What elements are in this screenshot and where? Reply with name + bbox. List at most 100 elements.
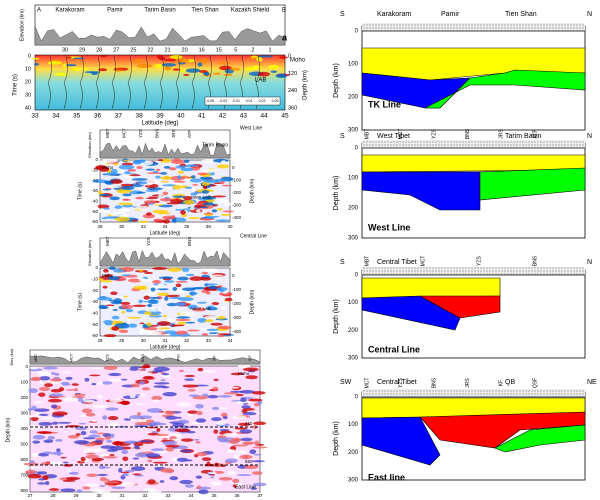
seismic-blob: [190, 292, 198, 295]
seismic-blob: [166, 469, 175, 474]
seismic-blob: [171, 218, 177, 223]
seismic-blob: [204, 319, 214, 323]
seismic-blob: [97, 204, 110, 209]
label: 300: [348, 128, 359, 134]
seismic-blob: [228, 439, 240, 444]
label: 34: [227, 338, 233, 343]
label: 410: [245, 421, 253, 426]
seismic-blob: [62, 461, 69, 464]
label: 36: [234, 493, 240, 498]
seismic-blob: [210, 322, 223, 326]
label: -300: [232, 315, 242, 320]
topography: [34, 26, 286, 46]
seismic-blob: [77, 397, 83, 402]
seismic-blob: [195, 403, 204, 409]
label: S: [340, 133, 345, 140]
label: BNS: [140, 354, 145, 363]
seismic-blob: [107, 305, 115, 311]
seismic-blob: [197, 172, 208, 176]
seismic-blob: [139, 329, 154, 334]
label: 28: [96, 47, 102, 53]
label: Tarim Basin: [202, 142, 228, 148]
seismic-blob: [180, 167, 194, 172]
label: 500: [20, 442, 28, 447]
seismic-blob: [50, 378, 63, 382]
seismic-blob: [164, 444, 180, 448]
seismic-blob: [190, 192, 198, 196]
seismic-blob: [107, 416, 119, 421]
label: JRS: [171, 129, 176, 138]
label: 300: [20, 411, 28, 416]
seismic-blob: [185, 273, 195, 277]
label: a: [282, 32, 288, 42]
seismic-blob: [218, 477, 233, 481]
seismic-blob: [134, 444, 140, 450]
seismic-blob: [209, 189, 215, 192]
seismic-blob: [199, 206, 209, 209]
seismic-blob: [156, 427, 161, 432]
lithosphere-block: [361, 277, 501, 299]
label: KF: [499, 380, 505, 386]
seismic-blob: [132, 160, 142, 165]
seismic-blob: [40, 417, 54, 420]
label: 45: [281, 113, 289, 120]
seismic-blob: [193, 438, 200, 441]
seismic-blob: [122, 193, 132, 197]
seismic-blob: [139, 415, 153, 419]
seismic-blob: [138, 269, 144, 272]
seismic-blob: [110, 291, 118, 296]
seismic-blob: [197, 367, 204, 372]
label: Moho: [102, 165, 114, 170]
seismic-blob: [139, 322, 145, 325]
label: 100: [348, 62, 359, 68]
seismic-blob: [207, 394, 219, 399]
seismic-blob: [52, 421, 59, 425]
seismic-blob: [162, 215, 176, 220]
seismic-blob: [145, 419, 154, 423]
seismic-blob: [66, 56, 72, 59]
seismic-blob: [146, 322, 152, 327]
seismic-blob: [54, 72, 68, 77]
seismic-blob: [71, 383, 79, 386]
seismic-blob: [139, 393, 147, 397]
seismic-blob: [179, 449, 193, 453]
seismic-blob: [78, 414, 87, 418]
seismic-blob: [76, 489, 83, 493]
seismic-blob: [48, 488, 60, 491]
seismic-blob: [62, 479, 76, 482]
seismic-blob: [132, 457, 140, 460]
seismic-blob: [157, 321, 171, 326]
seismic-blob: [130, 466, 146, 471]
seismic-blob: [252, 424, 258, 430]
seismic-blob: [218, 394, 232, 398]
label: 5: [234, 47, 237, 53]
label: 33: [206, 338, 212, 343]
seismic-blob: [155, 289, 161, 293]
seismic-blob: [212, 406, 220, 411]
seismic-blob: [132, 60, 141, 64]
seismic-blob: [176, 402, 192, 407]
seismic-blob: [164, 280, 175, 283]
label: Depth (km): [303, 70, 309, 100]
seismic-blob: [152, 170, 159, 173]
seismic-blob: [35, 370, 49, 373]
seismic-blob: [230, 372, 244, 376]
seismic-blob: [105, 172, 118, 176]
seismic-blob: [196, 485, 201, 490]
lithosphere-block: [419, 295, 501, 319]
seismic-blob: [177, 276, 189, 281]
label: Central Line: [240, 233, 267, 239]
seismic-blob: [225, 458, 238, 464]
seismic-blob: [89, 448, 104, 453]
seismic-blob: [33, 408, 50, 412]
label: 39: [156, 113, 164, 120]
seismic-blob: [131, 219, 138, 222]
seismic-blob: [178, 369, 184, 373]
seismic-blob: [223, 432, 238, 437]
seismic-blob: [112, 308, 119, 311]
label: SW: [340, 379, 352, 386]
label: 300: [348, 236, 359, 242]
seismic-blob: [257, 71, 270, 77]
lithosphere-block: [479, 167, 586, 201]
label: -60: [91, 333, 98, 338]
